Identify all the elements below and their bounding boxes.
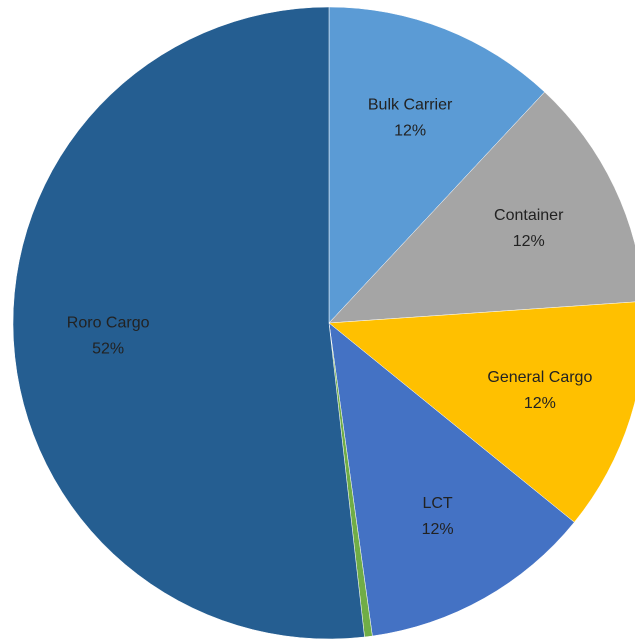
slice-label: Container [494, 207, 564, 224]
slice-value: 12% [422, 521, 454, 538]
pie-slice [12, 6, 365, 639]
slice-label: General Cargo [487, 369, 592, 386]
pie-slice [328, 6, 545, 324]
pie-slice [328, 91, 635, 324]
slice-label: LCT [422, 495, 452, 512]
slice-value: 12% [524, 395, 556, 412]
pie-slice [328, 322, 575, 637]
slice-value: 12% [513, 233, 545, 250]
pie-slice [328, 301, 635, 523]
slice-label: Roro Cargo [67, 315, 150, 332]
slice-label: Bulk Carrier [368, 96, 453, 113]
slice-value: 12% [394, 122, 426, 139]
slice-value: 52% [92, 341, 124, 358]
